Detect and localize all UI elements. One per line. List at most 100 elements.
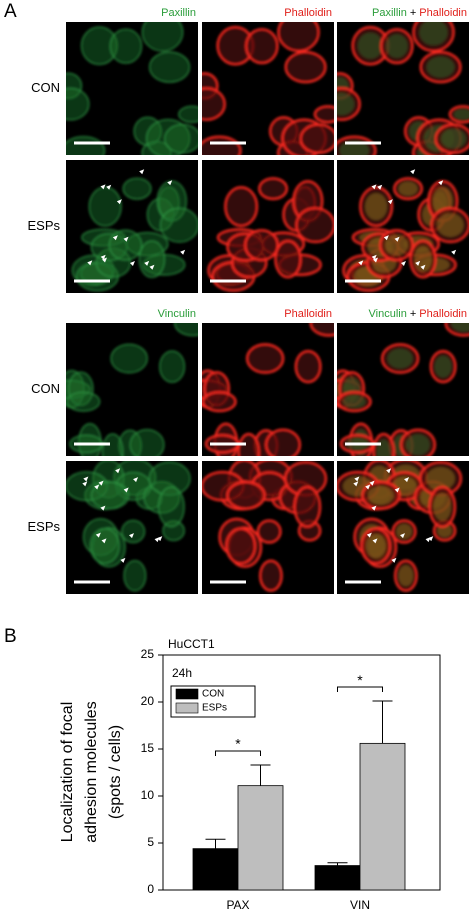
header-part: +: [410, 308, 416, 320]
row-label: ESPs: [27, 519, 60, 534]
arrowhead: [95, 532, 101, 538]
cell: [121, 519, 146, 544]
x-tick-label: PAX: [226, 898, 249, 912]
micrograph: [66, 22, 198, 155]
cell-overlay: [385, 234, 408, 256]
cell: [202, 135, 242, 155]
cell: [157, 486, 185, 528]
micrograph: [66, 160, 198, 293]
panel-label: B: [4, 626, 17, 647]
cell: [178, 105, 198, 123]
arrowhead: [371, 184, 377, 190]
cell-overlay: [453, 108, 469, 120]
header-part: Phalloidin: [284, 308, 332, 320]
cell: [277, 22, 320, 53]
arrowhead: [112, 235, 118, 241]
cells: [337, 22, 469, 155]
cell: [159, 207, 198, 243]
bar: [314, 865, 361, 891]
column-header: Paxillin: [161, 7, 196, 19]
cell: [274, 239, 302, 279]
arrowhead: [383, 235, 389, 241]
bar: [192, 848, 239, 891]
header-part: Phalloidin: [284, 7, 332, 19]
arrowhead: [180, 249, 186, 255]
cells: [66, 323, 198, 456]
arrowhead: [371, 505, 377, 511]
micrograph: [337, 461, 469, 594]
arrowhead: [100, 184, 106, 190]
row-label: CON: [31, 381, 60, 396]
row-label: ESPs: [27, 218, 60, 233]
arrowhead: [366, 532, 372, 538]
arrowhead: [420, 264, 426, 270]
cell-overlay: [396, 523, 413, 540]
arrowhead: [82, 481, 88, 487]
cell-overlay: [398, 181, 418, 196]
cell: [66, 136, 106, 155]
micrograph: [66, 461, 198, 594]
y-tick-label: 15: [141, 741, 155, 755]
cell: [149, 51, 191, 83]
y-tick-label: 10: [141, 788, 155, 802]
column-header: Vinculin + Phalloidin: [369, 308, 467, 320]
cell-overlay: [433, 492, 452, 521]
cell-overlay: [434, 355, 452, 378]
cells: [66, 22, 198, 155]
cell: [258, 177, 288, 201]
cells: [66, 461, 191, 592]
column-header: Phalloidin: [284, 308, 332, 320]
arrowhead: [120, 557, 126, 563]
cells: [71, 177, 198, 292]
legend-label: CON: [202, 689, 224, 700]
cell: [245, 343, 285, 374]
arrowhead: [353, 481, 359, 487]
arrowhead: [400, 260, 406, 266]
arrowhead: [123, 487, 129, 493]
arrowhead: [100, 254, 106, 260]
cell: [174, 323, 198, 337]
micrograph: [202, 160, 334, 293]
cell-overlay: [357, 32, 383, 59]
arrowhead: [157, 536, 163, 542]
arrowhead: [87, 260, 93, 266]
cells: [337, 461, 463, 592]
cell: [122, 177, 152, 200]
legend-swatch: [175, 688, 199, 700]
arrowhead: [400, 533, 406, 539]
micrograph: [337, 323, 469, 456]
bar: [359, 742, 406, 891]
cell: [224, 186, 259, 227]
header-part: Phalloidin: [419, 308, 467, 320]
cell-overlay: [342, 395, 366, 409]
arrowhead: [149, 264, 155, 270]
arrowhead: [129, 533, 135, 539]
arrowhead: [83, 476, 89, 482]
cell-overlay: [414, 246, 432, 272]
cell: [299, 123, 334, 154]
cell: [202, 87, 226, 121]
significance-mark: *: [235, 736, 241, 752]
cell: [309, 323, 334, 337]
arrowhead: [354, 476, 360, 482]
cell-overlay: [367, 486, 395, 505]
micrograph: [337, 22, 469, 155]
cell: [284, 51, 327, 84]
arrowhead: [451, 249, 457, 255]
header-part: Vinculin: [158, 308, 196, 320]
cell: [159, 350, 186, 383]
arrowhead: [144, 260, 150, 266]
legend-swatch: [175, 702, 199, 714]
arrowhead: [394, 236, 400, 242]
cell-overlay: [365, 533, 386, 559]
arrowhead: [358, 260, 364, 266]
arrowhead: [123, 236, 129, 242]
arrowhead: [115, 468, 121, 474]
arrowhead: [102, 257, 108, 263]
micrograph: [202, 461, 334, 594]
cell: [244, 229, 279, 262]
arrowhead: [154, 537, 160, 543]
cell: [245, 28, 279, 65]
significance-bracket: [215, 750, 261, 756]
arrowhead: [404, 477, 410, 483]
